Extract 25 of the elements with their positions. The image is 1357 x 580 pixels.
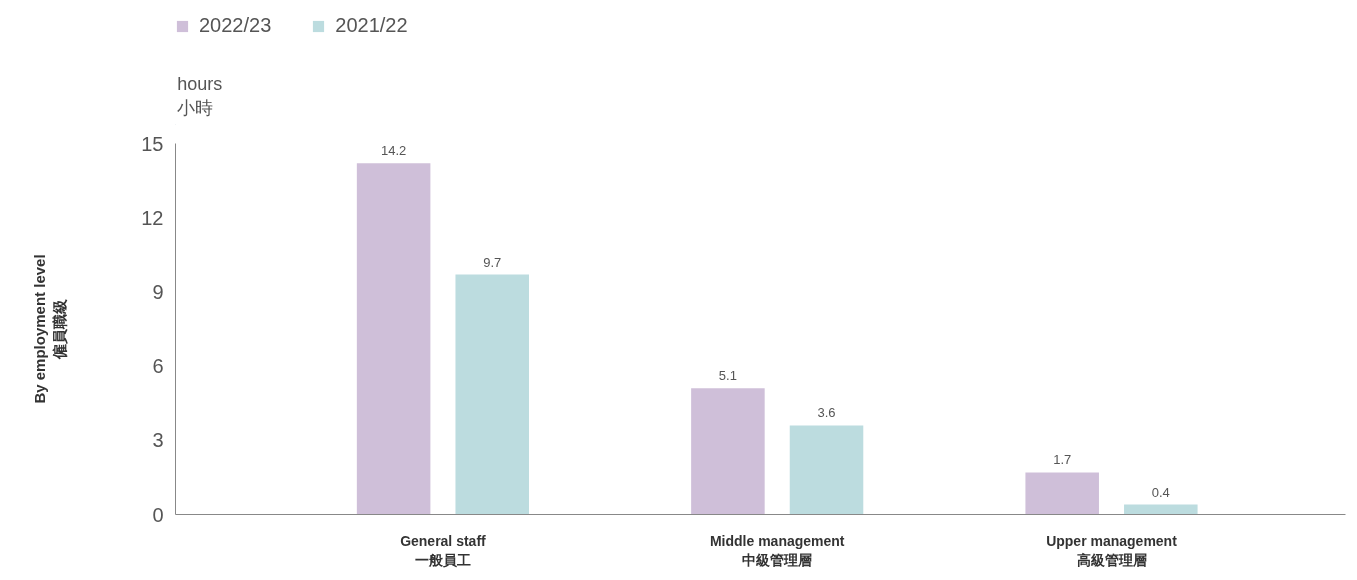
bar (356, 163, 431, 515)
bar (789, 425, 864, 515)
bar (1124, 504, 1198, 515)
x-tick-label: Middle management 中級管理層 (709, 532, 845, 568)
y-tick-label: 15 (141, 132, 164, 155)
x-tick-label: General staff 一般員工 (400, 532, 487, 568)
data-label: 1.7 (1053, 452, 1072, 468)
legend-label: 2021/22 (335, 14, 408, 37)
y-tick-label: 6 (152, 355, 164, 378)
y-tick-label: 0 (152, 503, 164, 526)
data-label: 5.1 (718, 368, 737, 384)
data-label: 14.2 (380, 143, 407, 159)
data-label: 3.6 (817, 405, 836, 421)
y-axis-title: By employment level 僱員職級 (30, 254, 69, 404)
y-tick-label: 3 (152, 429, 164, 452)
x-tick-label: Upper management 高級管理層 (1046, 532, 1178, 568)
bar (691, 388, 765, 515)
y-tick-label: 12 (141, 206, 164, 229)
text: hours 小時 (177, 73, 223, 118)
legend-label: 2022/23 (199, 14, 272, 37)
data-label: 0.4 (1151, 484, 1170, 500)
bar (455, 274, 530, 515)
y-tick-label: 9 (152, 280, 164, 303)
data-label: 9.7 (483, 254, 502, 270)
bar (1025, 472, 1099, 515)
